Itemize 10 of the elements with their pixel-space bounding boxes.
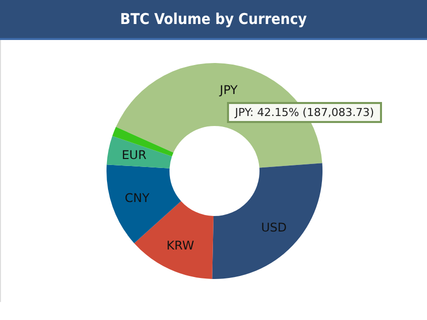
slice-label: KRW <box>166 238 194 253</box>
donut-slice <box>212 163 322 279</box>
slice-label: CNY <box>124 191 150 206</box>
slice-label: USD <box>261 220 287 234</box>
text: JPY: 42.15% (187,083.73) <box>227 102 382 123</box>
chart-title: BTC Volume by Currency <box>0 0 427 40</box>
slice-label: JPY <box>218 83 238 98</box>
donut-slice <box>106 136 172 168</box>
donut-slice <box>134 201 214 279</box>
slice-label: EUR <box>122 148 146 162</box>
